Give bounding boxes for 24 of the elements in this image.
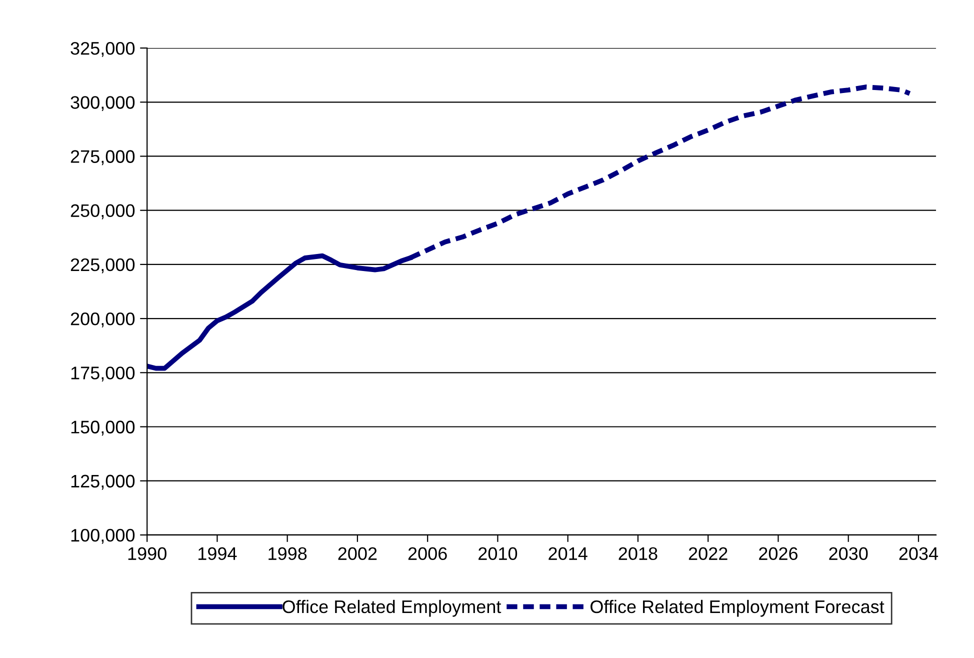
x-tick-label: 2014 <box>548 547 588 560</box>
y-tick-label: 275,000 <box>70 150 135 166</box>
y-tick-label: 200,000 <box>70 312 135 328</box>
legend-label: Office Related Employment Forecast <box>590 600 884 617</box>
y-tick-label: 175,000 <box>71 366 135 382</box>
x-tick-label: 2018 <box>618 547 658 560</box>
legend-label: Office Related Employment <box>282 600 502 617</box>
x-tick-label: 1998 <box>268 547 307 560</box>
x-tick-label: 1990 <box>128 547 166 560</box>
y-tick-label: 300,000 <box>70 96 135 111</box>
x-tick-label: 2002 <box>338 547 377 560</box>
y-tick-label: 250,000 <box>70 204 135 220</box>
x-tick-label: 2006 <box>408 547 447 560</box>
y-tick-label: 100,000 <box>71 528 135 544</box>
x-tick-label: 2026 <box>759 547 798 560</box>
y-tick-label: 325,000 <box>70 42 135 57</box>
y-tick-label: 150,000 <box>71 420 135 436</box>
x-tick-label: 2034 <box>899 547 938 560</box>
x-tick-label: 2030 <box>829 547 868 560</box>
x-tick-label: 2010 <box>478 547 518 560</box>
y-tick-label: 225,000 <box>70 258 135 274</box>
x-tick-label: 1994 <box>198 547 237 560</box>
y-tick-label: 125,000 <box>71 474 135 490</box>
x-tick-label: 2022 <box>688 547 728 560</box>
